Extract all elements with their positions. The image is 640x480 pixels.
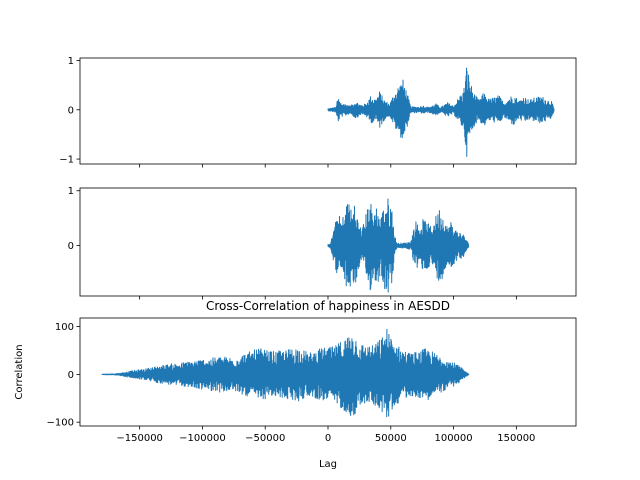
subplot-2-plot (327, 198, 470, 293)
subplot-2-ticks: 01 (68, 186, 517, 300)
subplot-3-ticks: −100 0 100 −150000 −100000 −50000 0 50000 100000… (47, 322, 536, 444)
subplot-3-plot (101, 328, 470, 418)
subplot-1-ticks: −1 0 1 (59, 56, 517, 168)
subplot-3-xtick-label: −150000 (116, 433, 163, 444)
subplot-3-xtick-label: −50000 (245, 433, 285, 444)
subplot-3-xtick-label: 0 (325, 433, 331, 444)
subplot-1-ytick-label: 0 (68, 105, 74, 116)
subplot-2-series-1-line (327, 198, 470, 293)
subplot-3-xtick-label: 150000 (497, 433, 535, 444)
subplot-2: 01 (68, 186, 577, 300)
subplot-1-plot (327, 67, 555, 157)
subplot-1-ytick-label: −1 (59, 155, 74, 166)
y-axis-label: Correlation (14, 344, 25, 399)
subplot-3-xtick-label: 50000 (375, 433, 407, 444)
subplot-3-ytick-label: 0 (68, 370, 74, 381)
subplot-3-ytick-label: −100 (47, 418, 74, 429)
x-axis-label: Lag (319, 459, 337, 470)
subplot-3: −100 0 100 −150000 −100000 −50000 0 50000 100000… (14, 299, 577, 470)
subplot-3-title: Cross-Correlation of happiness in AESDD (206, 299, 450, 313)
subplot-3-xtick-label: 100000 (434, 433, 472, 444)
subplot-3-series-1-line (101, 328, 470, 418)
subplot-1-ytick-label: 1 (68, 56, 74, 67)
subplot-2-ytick-label: 0 (68, 241, 74, 252)
subplot-3-ytick-label: 100 (55, 322, 74, 333)
subplot-1: −1 0 1 (59, 56, 577, 168)
subplot-3-xtick-label: −100000 (179, 433, 226, 444)
subplot-2-ytick-label: 1 (68, 186, 74, 197)
subplot-1-series-1-line (327, 67, 555, 157)
